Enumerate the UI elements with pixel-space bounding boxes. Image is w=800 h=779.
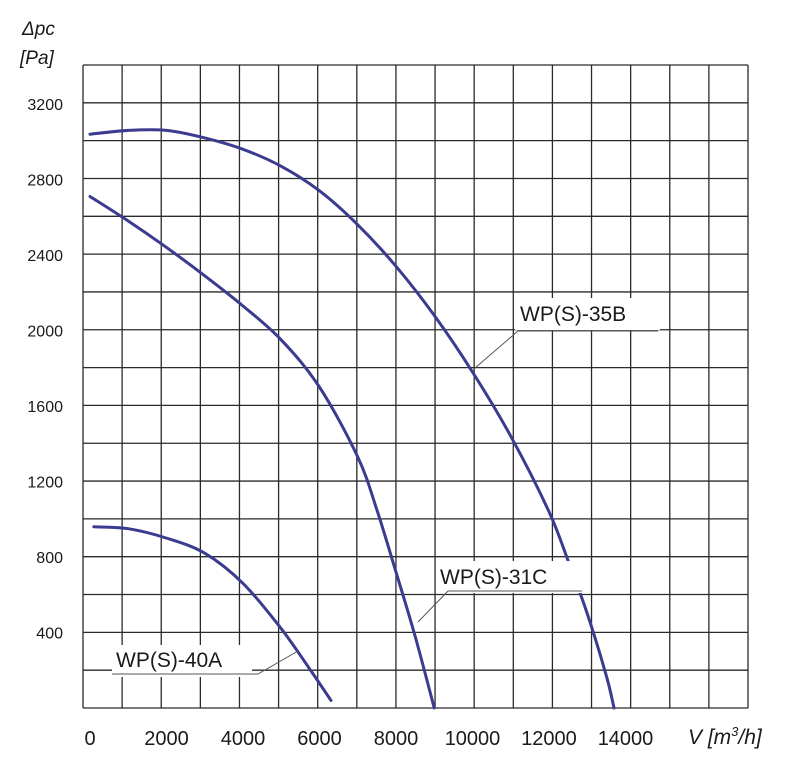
series-label-wp-s-35b: WP(S)-35B — [520, 303, 626, 326]
y-tick-label: 3200 — [27, 97, 63, 114]
y-tick-label: 1200 — [27, 475, 63, 492]
x-tick-label: 2000 — [144, 728, 189, 750]
x-axis-title-sup: 3 — [731, 724, 739, 739]
x-axis-title-main: V [m — [688, 726, 731, 749]
x-axis-title: V [m3/h] — [688, 724, 763, 749]
y-tick-label: 2400 — [27, 248, 63, 265]
series-label-wp-s-40a: WP(S)-40A — [116, 649, 222, 672]
series-label-background — [436, 561, 582, 593]
series-curve-wp-s-40a — [92, 525, 333, 702]
series-label-leader-wp-s-31c — [417, 590, 582, 623]
y-tick-label: 800 — [36, 550, 63, 567]
x-tick-label: 10000 — [445, 728, 501, 750]
series-label-leader-wp-s-40a — [112, 650, 299, 675]
y-axis-ticks: 400 800 1200 1600 2000 2400 2800 3200 — [27, 97, 63, 643]
series-labels: WP(S)-35B WP(S)-31C WP(S)-40A — [112, 298, 660, 677]
series-label-background — [515, 298, 660, 330]
y-axis-title-unit: [Pa] — [19, 48, 55, 69]
grid — [82, 64, 749, 709]
x-axis-ticks: 0 2000 4000 6000 8000 10000 12000 14000 — [84, 728, 653, 750]
y-tick-label: 2000 — [27, 324, 63, 341]
series-curve-wp-s-31c — [88, 194, 436, 710]
x-axis-title-tail: /h] — [736, 726, 763, 749]
x-tick-label: 0 — [84, 728, 95, 750]
x-tick-label: 8000 — [374, 728, 419, 750]
series-label-background — [112, 645, 252, 677]
x-tick-label: 4000 — [221, 728, 266, 750]
series-label-wp-s-31c: WP(S)-31C — [440, 566, 547, 589]
y-tick-label: 2800 — [27, 173, 63, 190]
x-tick-label: 6000 — [297, 728, 342, 750]
y-tick-label: 400 — [36, 626, 63, 643]
x-tick-label: 14000 — [598, 728, 654, 750]
series-label-leader-wp-s-35b — [474, 330, 658, 369]
y-axis-title-symbol: Δpc — [21, 19, 55, 40]
y-tick-label: 1600 — [27, 399, 63, 416]
x-tick-label: 12000 — [521, 728, 577, 750]
